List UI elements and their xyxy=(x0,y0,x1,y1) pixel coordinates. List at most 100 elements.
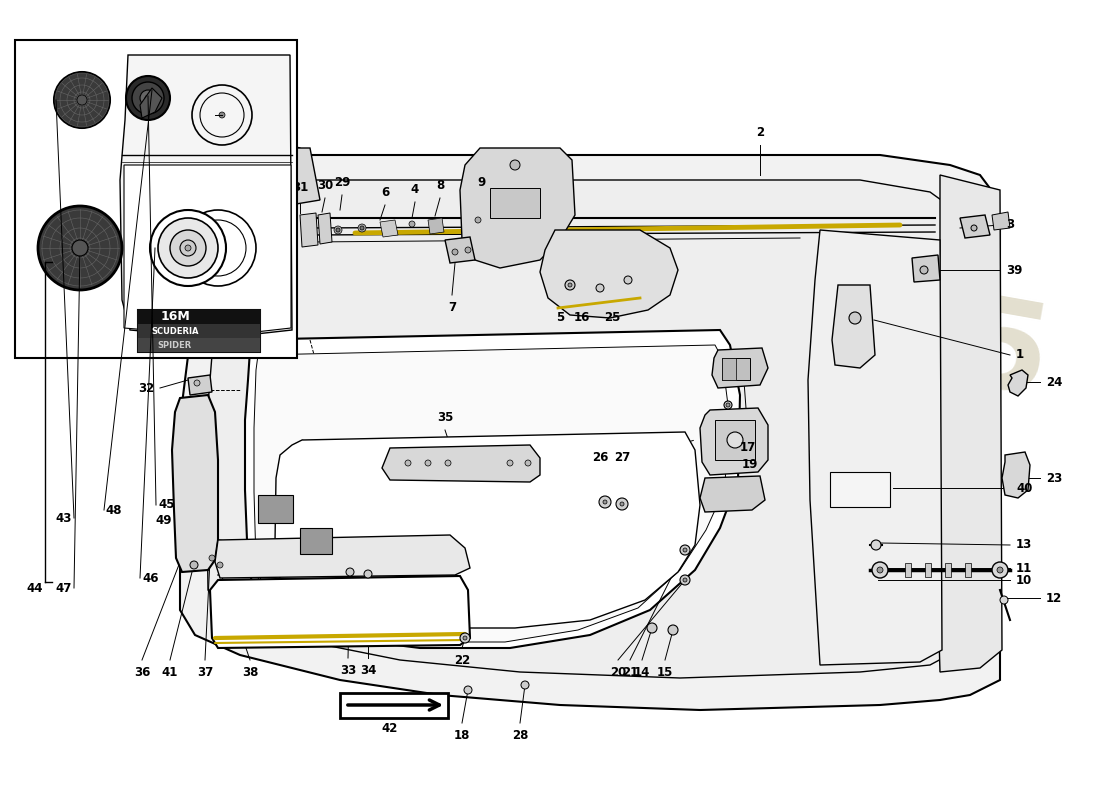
Circle shape xyxy=(334,226,342,234)
Polygon shape xyxy=(300,213,318,247)
Text: 45: 45 xyxy=(158,498,175,511)
Bar xyxy=(15,40,297,358)
Polygon shape xyxy=(925,563,931,577)
Circle shape xyxy=(336,228,340,232)
Text: 2: 2 xyxy=(756,126,764,139)
Text: 37: 37 xyxy=(197,666,213,679)
Text: 48: 48 xyxy=(104,503,121,517)
Circle shape xyxy=(683,548,688,552)
Circle shape xyxy=(217,562,223,568)
Polygon shape xyxy=(379,220,398,237)
Circle shape xyxy=(405,460,411,466)
Circle shape xyxy=(849,312,861,324)
Circle shape xyxy=(620,502,624,506)
Polygon shape xyxy=(992,212,1010,230)
Polygon shape xyxy=(218,140,310,200)
Circle shape xyxy=(145,95,151,101)
Bar xyxy=(300,528,332,554)
Text: 17: 17 xyxy=(740,441,756,454)
Circle shape xyxy=(680,545,690,555)
Text: 6: 6 xyxy=(381,186,389,199)
Polygon shape xyxy=(935,175,1002,672)
Text: 30: 30 xyxy=(317,179,333,192)
Polygon shape xyxy=(340,693,448,718)
Circle shape xyxy=(600,496,610,508)
Text: 32: 32 xyxy=(138,382,154,394)
Circle shape xyxy=(190,561,198,569)
Text: 42: 42 xyxy=(382,722,398,734)
Circle shape xyxy=(668,625,678,635)
Text: 25: 25 xyxy=(604,311,620,324)
Polygon shape xyxy=(206,180,960,678)
Circle shape xyxy=(565,280,575,290)
Circle shape xyxy=(77,95,87,105)
Bar xyxy=(490,188,540,218)
Circle shape xyxy=(219,112,225,118)
Circle shape xyxy=(992,562,1008,578)
Polygon shape xyxy=(960,215,990,238)
Circle shape xyxy=(158,218,218,278)
Bar xyxy=(138,324,260,338)
Circle shape xyxy=(603,500,607,504)
Circle shape xyxy=(358,224,366,232)
Text: 34: 34 xyxy=(360,664,376,677)
Circle shape xyxy=(680,575,690,585)
Polygon shape xyxy=(428,218,444,234)
Circle shape xyxy=(452,249,458,255)
Polygon shape xyxy=(180,155,1000,710)
Circle shape xyxy=(180,240,196,256)
Polygon shape xyxy=(712,348,768,388)
Text: 41: 41 xyxy=(162,666,178,679)
Circle shape xyxy=(727,432,742,448)
Circle shape xyxy=(140,90,156,106)
Circle shape xyxy=(464,686,472,694)
Bar xyxy=(138,310,260,324)
Polygon shape xyxy=(275,432,700,628)
Text: 16M: 16M xyxy=(161,310,190,323)
Polygon shape xyxy=(540,230,678,318)
Circle shape xyxy=(465,247,471,253)
Text: 3: 3 xyxy=(1006,218,1014,231)
Circle shape xyxy=(460,633,470,643)
Circle shape xyxy=(126,76,170,120)
Text: 10: 10 xyxy=(1016,574,1032,586)
Polygon shape xyxy=(905,563,911,577)
Circle shape xyxy=(132,82,164,114)
Circle shape xyxy=(596,284,604,292)
Text: a passion for performance: a passion for performance xyxy=(514,445,806,515)
Text: 13: 13 xyxy=(1016,538,1032,551)
Text: es: es xyxy=(732,116,1009,344)
Text: SCUDERIA: SCUDERIA xyxy=(152,326,199,335)
Circle shape xyxy=(72,240,88,256)
Bar xyxy=(722,358,750,380)
Polygon shape xyxy=(254,345,728,642)
Text: 27: 27 xyxy=(614,451,630,464)
Text: 9: 9 xyxy=(477,176,486,189)
Text: 19: 19 xyxy=(741,458,758,471)
Text: 29: 29 xyxy=(333,176,350,189)
Text: 38: 38 xyxy=(242,666,258,679)
Polygon shape xyxy=(700,408,768,475)
Text: 7: 7 xyxy=(448,301,456,314)
Text: 12: 12 xyxy=(1046,591,1063,605)
Circle shape xyxy=(624,276,632,284)
Text: 15: 15 xyxy=(657,666,673,679)
Text: 44: 44 xyxy=(26,582,43,594)
Polygon shape xyxy=(188,375,212,395)
Polygon shape xyxy=(700,476,764,512)
Polygon shape xyxy=(232,330,740,648)
Text: 21: 21 xyxy=(621,666,638,679)
Circle shape xyxy=(364,570,372,578)
Circle shape xyxy=(871,540,881,550)
Text: 39: 39 xyxy=(1006,263,1022,277)
Circle shape xyxy=(150,210,226,286)
Bar xyxy=(830,472,890,507)
Circle shape xyxy=(724,401,732,409)
Polygon shape xyxy=(210,576,470,648)
Text: 47: 47 xyxy=(56,582,72,594)
Circle shape xyxy=(185,245,191,251)
Bar xyxy=(722,358,736,380)
Text: 49: 49 xyxy=(155,514,172,526)
Circle shape xyxy=(463,636,467,640)
Circle shape xyxy=(997,567,1003,573)
